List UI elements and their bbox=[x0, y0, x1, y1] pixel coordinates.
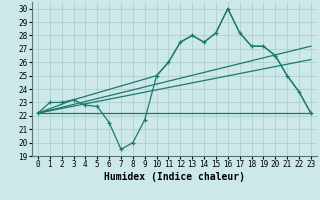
X-axis label: Humidex (Indice chaleur): Humidex (Indice chaleur) bbox=[104, 172, 245, 182]
